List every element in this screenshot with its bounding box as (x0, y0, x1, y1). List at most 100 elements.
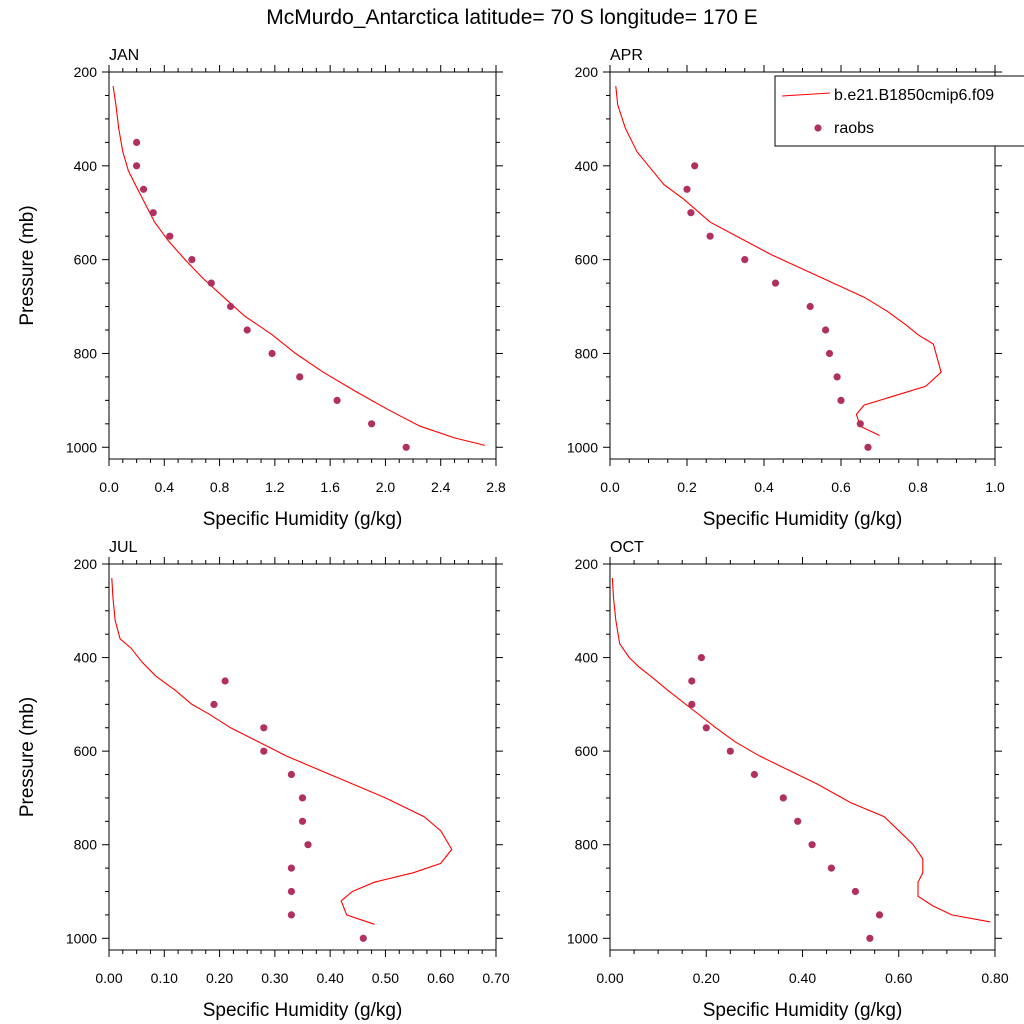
plot-frame (108, 563, 497, 951)
plot-frame (609, 563, 996, 951)
y-axis-title: Pressure (mb) (17, 205, 38, 325)
obs-point (864, 443, 872, 451)
obs-point (149, 209, 157, 217)
panel-apr: 200 400 600 800 1000 0.0 0.2 0.4 0.6 0.8 1.0 APR Spe… (567, 47, 1005, 530)
x-tick-label: 0.60 (885, 970, 912, 986)
obs-point (856, 420, 864, 428)
obs-point (268, 349, 276, 358)
obs-point (875, 911, 884, 919)
panel-title: JUL (109, 539, 138, 556)
model-line (615, 86, 942, 436)
obs-point (706, 232, 714, 240)
obs-point (188, 256, 196, 264)
x-tick-label: 0.20 (693, 970, 720, 986)
model-line (112, 86, 486, 446)
x-tick-label: 0.50 (372, 970, 399, 986)
obs-point (741, 256, 749, 264)
x-tick-label: 1.0 (985, 479, 1005, 495)
obs-point (359, 934, 367, 942)
obs-point (221, 677, 229, 685)
obs-point (210, 700, 218, 709)
obs-point (166, 232, 174, 240)
y-tick-label: 400 (74, 158, 98, 174)
y-tick-label: 800 (74, 837, 98, 853)
figure-title: McMurdo_Antarctica latitude= 70 S longit… (266, 6, 758, 29)
obs-point (779, 794, 787, 802)
x-tick-label: 2.8 (486, 479, 506, 495)
plot-frame (108, 71, 497, 460)
x-tick-label: 0.00 (95, 970, 122, 986)
obs-point (851, 887, 860, 896)
obs-point (691, 162, 699, 170)
x-tick-label: 0.6 (831, 479, 851, 495)
x-axis-title: Specific Humidity (g/kg) (203, 509, 403, 530)
y-tick-label: 1000 (567, 439, 598, 455)
obs-point (333, 396, 341, 404)
y-tick-label: 600 (74, 743, 98, 759)
x-tick-label: 0.0 (600, 479, 620, 495)
model-line (111, 577, 453, 925)
obs-point (287, 770, 295, 779)
obs-point (298, 817, 307, 825)
y-tick-label: 1000 (66, 930, 97, 946)
x-tick-label: 0.00 (596, 970, 623, 986)
y-tick-label: 200 (74, 64, 98, 80)
obs-point (825, 349, 834, 358)
panel-oct: 200 400 600 800 1000 0.00 0.20 0.40 0.60 0.80 OCT S… (567, 539, 1009, 1021)
obs-point (697, 654, 706, 662)
x-tick-label: 0.40 (789, 970, 816, 986)
legend-model-label: b.e21.B1850cmip6.f09 (834, 87, 994, 104)
obs-point (771, 279, 780, 287)
x-tick-label: 0.30 (261, 970, 288, 986)
obs-point (298, 794, 307, 802)
obs-point (287, 887, 295, 896)
x-tick-label: 0.8 (210, 479, 230, 495)
obs-point (296, 373, 304, 381)
x-tick-label: 1.2 (265, 479, 285, 495)
obs-point (750, 770, 759, 779)
obs-point (866, 934, 874, 942)
obs-point (207, 279, 215, 287)
obs-point (688, 677, 696, 685)
y-tick-label: 200 (575, 556, 599, 572)
obs-point (287, 864, 295, 872)
x-axis-title: Specific Humidity (g/kg) (703, 1000, 903, 1021)
x-tick-label: 0.20 (206, 970, 233, 986)
y-tick-label: 1000 (567, 930, 598, 946)
obs-point (808, 841, 816, 849)
panel-title: JAN (109, 47, 139, 64)
obs-point (133, 162, 141, 170)
y-tick-label: 800 (575, 345, 599, 361)
legend-box (774, 75, 1024, 147)
obs-point (806, 302, 814, 311)
panel-jul: 200 400 600 800 1000 0.00 0.10 0.20 0.30 0.40 0.50… (17, 539, 510, 1021)
obs-point (260, 747, 268, 755)
y-tick-label: 400 (575, 158, 599, 174)
x-tick-label: 1.6 (320, 479, 340, 495)
y-tick-label: 400 (575, 650, 599, 666)
obs-point (402, 443, 410, 451)
x-tick-label: 0.60 (427, 970, 454, 986)
obs-point (833, 373, 841, 381)
y-tick-label: 800 (575, 837, 599, 853)
panel-title: OCT (610, 539, 644, 556)
x-tick-label: 0.40 (317, 970, 344, 986)
obs-point (304, 841, 312, 849)
legend-marker-swatch (814, 124, 822, 132)
y-tick-label: 1000 (66, 439, 97, 455)
obs-point (140, 185, 148, 193)
y-tick-label: 600 (575, 743, 599, 759)
obs-point (794, 817, 802, 825)
x-tick-label: 2.4 (431, 479, 451, 495)
y-tick-label: 200 (575, 64, 599, 80)
y-tick-label: 800 (74, 345, 98, 361)
x-tick-label: 0.2 (677, 479, 697, 495)
obs-point (687, 209, 695, 217)
obs-point (227, 302, 235, 311)
x-axis-title: Specific Humidity (g/kg) (203, 1000, 403, 1021)
x-tick-label: 0.4 (155, 479, 175, 495)
obs-point (133, 138, 141, 146)
y-tick-label: 600 (74, 252, 98, 268)
x-tick-label: 0.4 (754, 479, 774, 495)
